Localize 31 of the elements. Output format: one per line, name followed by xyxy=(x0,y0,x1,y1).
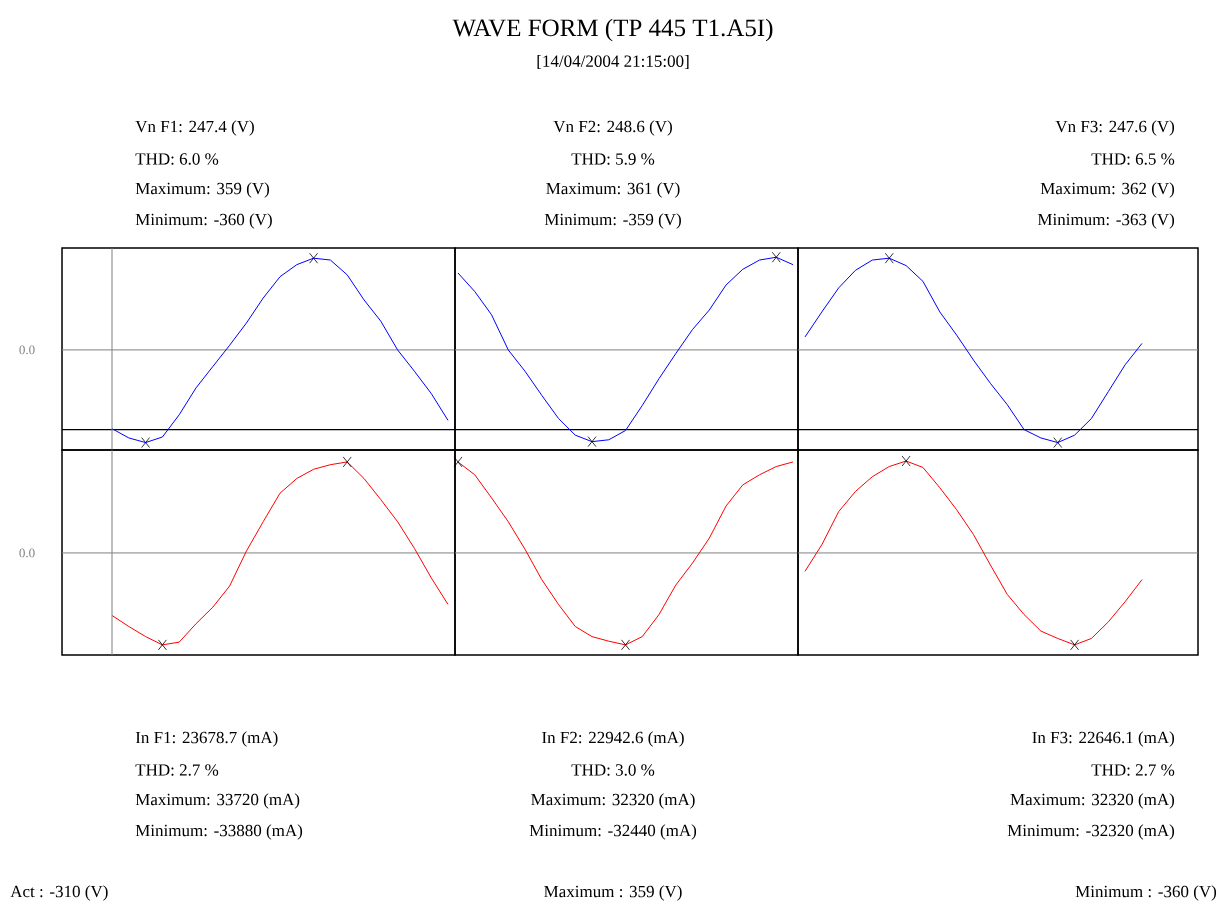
text: Maximum : 359 (V) xyxy=(544,885,682,901)
text: Minimum: -363 (V) xyxy=(1037,213,1175,229)
text: Maximum: 359 (V) xyxy=(135,182,270,198)
text: Maximum: 33720 (mA) xyxy=(135,793,300,809)
text: THD: 5.9 % xyxy=(571,153,655,165)
text: Vn F2: 248.6 (V) xyxy=(553,120,672,136)
text: THD: 3.0 % xyxy=(571,764,655,776)
text: Minimum: -32440 (mA) xyxy=(529,824,697,840)
text: Minimum: -32320 (mA) xyxy=(1007,824,1175,840)
text: Maximum: 362 (V) xyxy=(1040,182,1175,198)
text: Vn F3: 247.6 (V) xyxy=(1055,120,1175,136)
text: THD: 6.5 % xyxy=(1091,153,1175,165)
text: THD: 2.7 % xyxy=(135,764,219,776)
text: THD: 6.0 % xyxy=(135,153,219,165)
text: 0.0 xyxy=(19,345,35,355)
text: 0.0 xyxy=(19,548,35,558)
text: In F3: 22646.1 (mA) xyxy=(1032,731,1175,747)
text: Maximum: 32320 (mA) xyxy=(1010,793,1175,809)
text: In F1: 23678.7 (mA) xyxy=(135,731,278,747)
text: WAVE FORM (TP 445 T1.A5I) xyxy=(452,18,773,42)
text: Minimum: -33880 (mA) xyxy=(135,824,303,840)
text: Minimum: -359 (V) xyxy=(544,213,681,229)
text: Maximum: 32320 (mA) xyxy=(531,793,695,809)
text: Act : -310 (V) xyxy=(10,885,108,901)
text: Minimum: -360 (V) xyxy=(135,213,272,229)
text: Vn F1: 247.4 (V) xyxy=(135,120,254,136)
text: [14/04/2004 21:15:00] xyxy=(537,54,689,70)
text: In F2: 22942.6 (mA) xyxy=(542,731,684,747)
text: THD: 2.7 % xyxy=(1091,764,1175,776)
text: Minimum : -360 (V) xyxy=(1075,885,1217,901)
text: Maximum: 361 (V) xyxy=(546,182,680,198)
